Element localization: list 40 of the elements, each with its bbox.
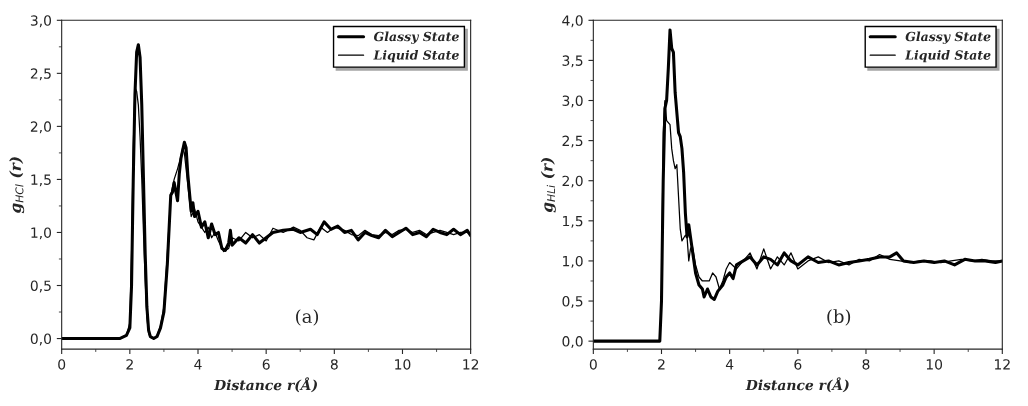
y-tick-label: 1,0 bbox=[31, 227, 52, 240]
legend-label: Liquid State bbox=[904, 50, 991, 63]
legend-label: Liquid State bbox=[373, 50, 459, 63]
y-tick-label: 3,0 bbox=[562, 95, 583, 108]
y-tick-label: 1,0 bbox=[563, 255, 583, 268]
y-tick-label: 1,5 bbox=[563, 215, 583, 228]
x-tick-label: 0 bbox=[589, 359, 597, 370]
y-tick-label: 2,5 bbox=[30, 68, 51, 81]
annotation: (b) bbox=[827, 309, 851, 326]
y-tick-label: 1,5 bbox=[31, 174, 51, 187]
y-tick-label: 0,0 bbox=[562, 336, 583, 349]
y-tick-label: 4,0 bbox=[562, 15, 583, 28]
y-axis-title: g$_{HLi}$ (r) bbox=[540, 157, 556, 213]
x-tick-label: 0 bbox=[58, 359, 66, 370]
x-tick-label: 2 bbox=[658, 359, 665, 370]
x-axis-title: Distance r(Å) bbox=[745, 377, 849, 393]
x-tick-label: 8 bbox=[862, 359, 870, 370]
x-tick-label: 10 bbox=[926, 359, 943, 370]
y-tick-label: 3,0 bbox=[30, 15, 52, 28]
x-tick-label: 10 bbox=[395, 359, 411, 370]
y-tick-label: 0,0 bbox=[30, 333, 52, 346]
y-tick-label: 0,5 bbox=[30, 280, 51, 293]
x-tick-label: 12 bbox=[463, 359, 479, 370]
x-tick-label: 8 bbox=[330, 359, 338, 370]
x-tick-label: 6 bbox=[262, 359, 270, 370]
annotation: (a) bbox=[296, 309, 319, 326]
x-tick-label: 4 bbox=[194, 359, 202, 370]
y-tick-label: 2,0 bbox=[562, 175, 583, 188]
y-tick-label: 2,5 bbox=[562, 135, 583, 148]
x-tick-label: 6 bbox=[794, 359, 802, 370]
x-axis-title: Distance r(Å) bbox=[213, 377, 318, 393]
x-tick-label: 12 bbox=[994, 359, 1010, 370]
y-tick-label: 0,5 bbox=[562, 296, 583, 308]
y-tick-label: 2,0 bbox=[30, 121, 52, 134]
legend-label: Glassy State bbox=[905, 31, 991, 44]
y-axis-title: g$_{HCl}$ (r) bbox=[9, 157, 25, 214]
x-tick-label: 2 bbox=[126, 359, 133, 370]
x-tick-label: 4 bbox=[725, 359, 734, 370]
legend-label: Glassy State bbox=[373, 31, 459, 44]
y-tick-label: 3,5 bbox=[562, 55, 583, 68]
